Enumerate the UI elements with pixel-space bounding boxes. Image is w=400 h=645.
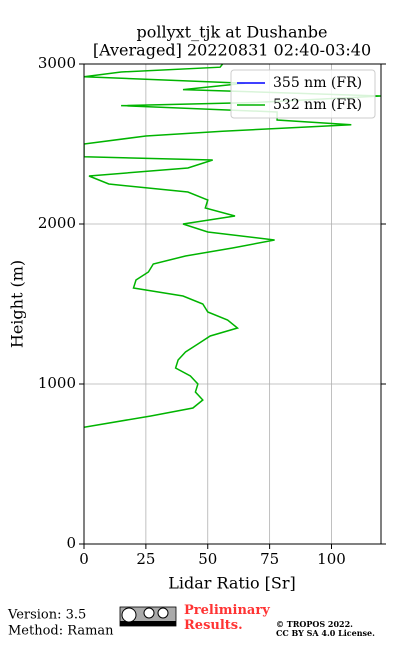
legend-box: [230, 69, 376, 119]
license: CC BY SA 4.0 License.: [276, 628, 375, 638]
version: Version: 3.5: [7, 608, 86, 623]
status: Preliminary Results.: [184, 603, 270, 633]
y-tick-label: 0: [66, 534, 76, 552]
x-axis-label: Lidar Ratio [Sr]: [168, 574, 296, 593]
profile-line: [84, 64, 381, 428]
copyright: © TROPOS 2022.: [276, 619, 353, 629]
y-tick-label: 2000: [38, 214, 76, 232]
x-tick-label: 0: [79, 550, 89, 568]
x-tick-label: 100: [317, 550, 346, 568]
y-tick-label: 1000: [38, 374, 76, 392]
x-tick-label: 50: [198, 550, 217, 568]
x-tick-label: 75: [260, 550, 279, 568]
plot-frame: [83, 63, 382, 545]
legend-label: 532 nm (FR): [273, 97, 362, 113]
method: Method: Raman: [8, 624, 114, 639]
y-tick-label: 3000: [38, 54, 76, 72]
x-tick-label: 25: [136, 550, 155, 568]
chart-subtitle: [Averaged] 20220831 02:40-03:40: [93, 41, 371, 60]
legend-label: 355 nm (FR): [273, 75, 362, 91]
y-axis-label: Height (m): [8, 260, 27, 348]
cc-badge: [119, 606, 177, 627]
chart-title: pollyxt_tjk at Dushanbe: [136, 23, 327, 42]
